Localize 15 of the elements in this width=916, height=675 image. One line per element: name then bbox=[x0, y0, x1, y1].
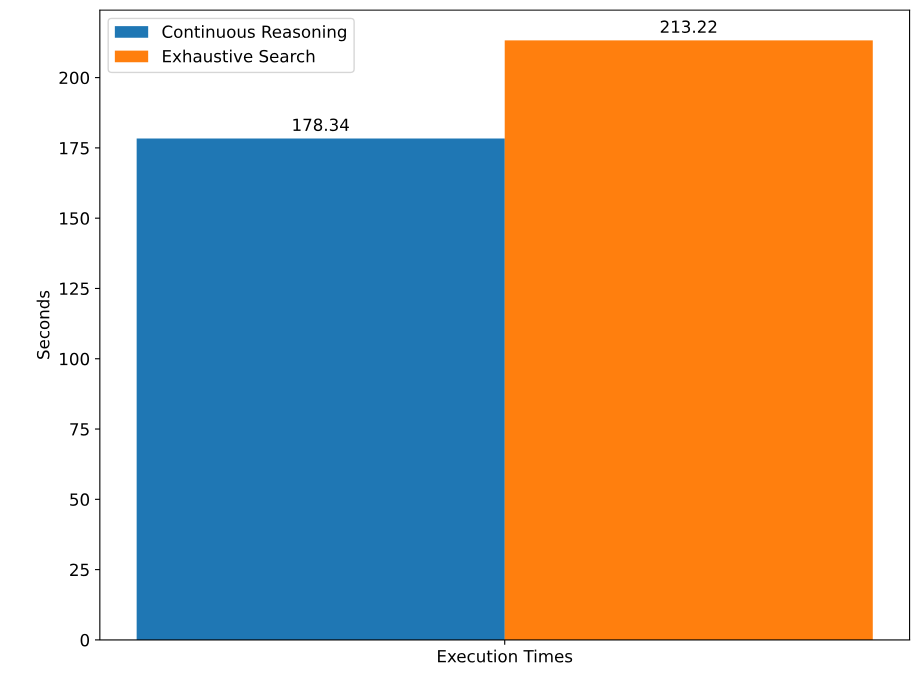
y-tick-label: 150 bbox=[60, 212, 90, 225]
legend-label: Exhaustive Search bbox=[163, 50, 314, 62]
y-axis-title: Seconds bbox=[36, 290, 50, 359]
y-tick-label: 50 bbox=[70, 493, 90, 506]
y-tick-label: 200 bbox=[60, 72, 90, 84]
x-tick-label: Execution Times bbox=[438, 650, 572, 663]
y-tick-label: 100 bbox=[60, 352, 90, 366]
data-label: 213.22 bbox=[660, 20, 716, 34]
legend-label: Continuous Reasoning bbox=[162, 25, 346, 42]
y-tick-label: 25 bbox=[70, 564, 89, 576]
data-label: 178.34 bbox=[293, 118, 349, 132]
y-tick-label: 125 bbox=[60, 282, 89, 296]
y-tick-label: 0 bbox=[80, 634, 90, 646]
y-tick-label: 75 bbox=[70, 423, 89, 436]
y-tick-label: 175 bbox=[60, 142, 89, 154]
